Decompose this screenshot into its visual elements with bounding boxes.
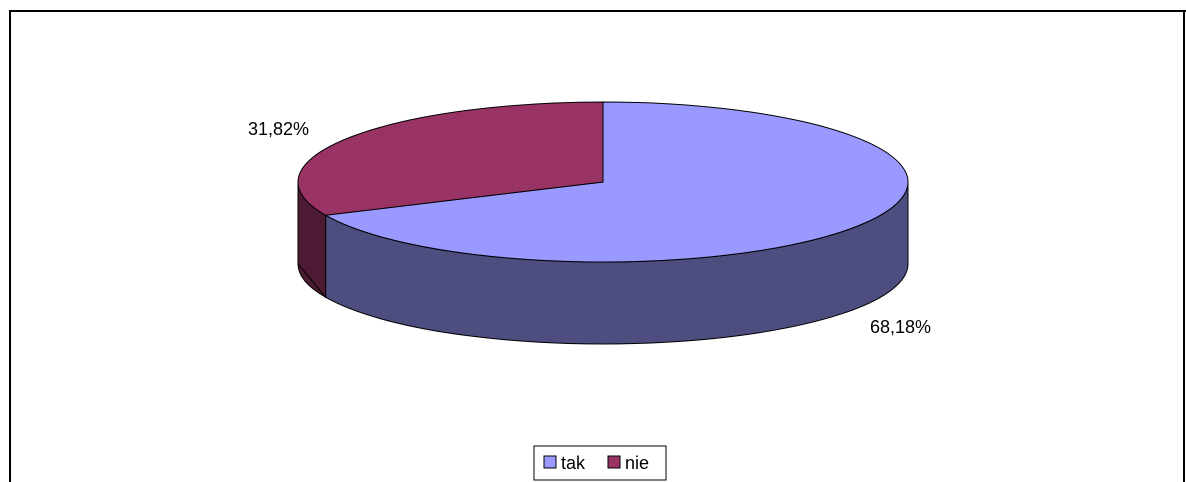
legend-label-tak: tak xyxy=(561,453,586,473)
pie-slice-nie xyxy=(297,101,604,216)
data-label-nie: 31,82% xyxy=(248,119,309,139)
legend-label-nie: nie xyxy=(625,453,649,473)
pie-slice-tak xyxy=(324,101,909,263)
legend-swatch-tak xyxy=(543,455,557,469)
legend: tak nie xyxy=(533,445,667,481)
pie-slices xyxy=(297,101,909,345)
data-label-tak: 68,18% xyxy=(870,317,931,337)
legend-swatch-nie xyxy=(607,455,621,469)
